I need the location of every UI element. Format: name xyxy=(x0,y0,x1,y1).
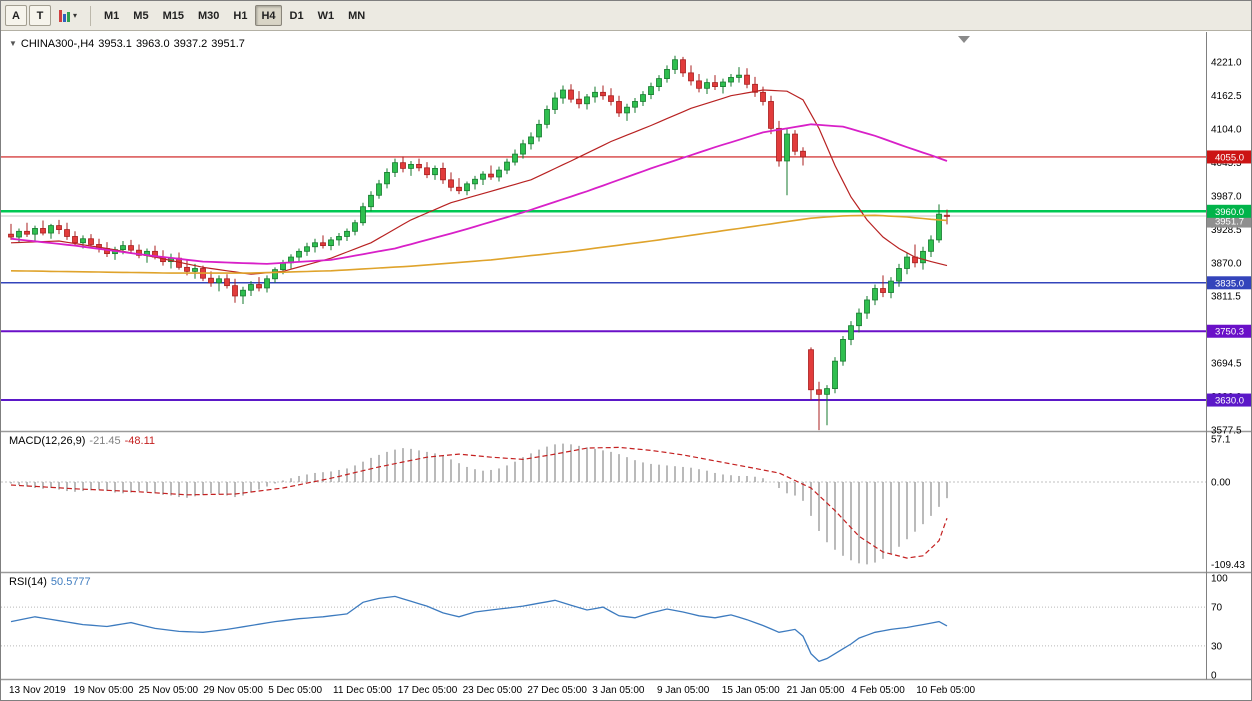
ma-magenta-line xyxy=(10,123,948,265)
svg-text:4055.0: 4055.0 xyxy=(1215,152,1244,163)
timeframe-h1-button[interactable]: H1 xyxy=(227,5,253,26)
chart-style-icon xyxy=(59,9,70,22)
chart-style-button[interactable]: ▾ xyxy=(53,5,83,26)
svg-text:29 Nov 05:00: 29 Nov 05:00 xyxy=(203,685,263,696)
svg-text:11 Dec 05:00: 11 Dec 05:00 xyxy=(333,685,392,696)
svg-text:3928.5: 3928.5 xyxy=(1211,225,1242,236)
svg-text:3960.0: 3960.0 xyxy=(1215,207,1244,218)
svg-text:3811.5: 3811.5 xyxy=(1211,292,1241,303)
cursor-tool-button[interactable]: A xyxy=(5,5,27,26)
horizontal-level-lines xyxy=(1,156,1206,402)
svg-text:23 Dec 05:00: 23 Dec 05:00 xyxy=(463,685,523,696)
svg-text:10 Feb 05:00: 10 Feb 05:00 xyxy=(916,685,975,696)
svg-text:3 Jan 05:00: 3 Jan 05:00 xyxy=(592,685,645,696)
svg-text:3750.3: 3750.3 xyxy=(1215,327,1244,338)
svg-text:3577.5: 3577.5 xyxy=(1211,426,1242,437)
macd-signal-line xyxy=(10,446,948,559)
caret-down-icon: ▾ xyxy=(73,11,78,20)
rsi-panel: 100 70 30 0 xyxy=(1,574,1228,682)
svg-text:3870.0: 3870.0 xyxy=(1211,258,1242,269)
svg-text:0.00: 0.00 xyxy=(1211,478,1231,489)
candles-layer xyxy=(8,55,950,431)
svg-text:27 Dec 05:00: 27 Dec 05:00 xyxy=(527,685,587,696)
svg-text:15 Jan 05:00: 15 Jan 05:00 xyxy=(722,685,780,696)
timeframe-mn-button[interactable]: MN xyxy=(342,5,371,26)
svg-text:3987.0: 3987.0 xyxy=(1211,191,1242,202)
macd-panel: 57.1 0.00 -109.43 xyxy=(1,435,1245,571)
svg-text:100: 100 xyxy=(1211,574,1228,585)
svg-text:0: 0 xyxy=(1211,671,1217,682)
svg-text:9 Jan 05:00: 9 Jan 05:00 xyxy=(657,685,710,696)
timeframe-m5-button[interactable]: M5 xyxy=(127,5,154,26)
timeframe-m1-button[interactable]: M1 xyxy=(98,5,125,26)
svg-text:3694.5: 3694.5 xyxy=(1211,359,1242,370)
svg-text:4221.0: 4221.0 xyxy=(1211,58,1242,69)
svg-text:25 Nov 05:00: 25 Nov 05:00 xyxy=(139,685,199,696)
timeframe-d1-button[interactable]: D1 xyxy=(284,5,310,26)
toolbar: A T ▾ M1 M5 M15 M30 H1 H4 D1 W1 MN xyxy=(1,1,1251,31)
svg-text:5 Dec 05:00: 5 Dec 05:00 xyxy=(268,685,322,696)
ma-orange-line xyxy=(10,214,948,274)
svg-text:3630.0: 3630.0 xyxy=(1215,396,1244,407)
svg-text:57.1: 57.1 xyxy=(1211,435,1231,446)
timeframe-w1-button[interactable]: W1 xyxy=(312,5,341,26)
price-axis[interactable]: 4221.04162.54104.04045.53987.03928.53870… xyxy=(1207,58,1252,437)
svg-text:30: 30 xyxy=(1211,641,1223,652)
svg-text:4 Feb 05:00: 4 Feb 05:00 xyxy=(851,685,905,696)
time-axis[interactable]: 13 Nov 2019 19 Nov 05:00 25 Nov 05:00 29 No… xyxy=(9,685,976,696)
svg-text:19 Nov 05:00: 19 Nov 05:00 xyxy=(74,685,134,696)
svg-text:-109.43: -109.43 xyxy=(1211,560,1245,571)
timeframe-m15-button[interactable]: M15 xyxy=(157,5,190,26)
svg-text:13 Nov 2019: 13 Nov 2019 xyxy=(9,685,66,696)
text-tool-button[interactable]: T xyxy=(29,5,51,26)
svg-text:70: 70 xyxy=(1211,603,1223,614)
toolbar-separator xyxy=(90,5,92,26)
svg-text:3835.0: 3835.0 xyxy=(1215,278,1244,289)
svg-text:4162.5: 4162.5 xyxy=(1211,91,1242,102)
timeframe-h4-button[interactable]: H4 xyxy=(255,5,282,26)
svg-text:21 Jan 05:00: 21 Jan 05:00 xyxy=(787,685,845,696)
chart-canvas[interactable]: 4221.04162.54104.04045.53987.03928.53870… xyxy=(1,32,1252,701)
rsi-line xyxy=(10,595,948,663)
timeframe-m30-button[interactable]: M30 xyxy=(192,5,225,26)
ma-red-line xyxy=(10,89,948,275)
svg-text:17 Dec 05:00: 17 Dec 05:00 xyxy=(398,685,458,696)
chart-svg[interactable]: 4221.04162.54104.04045.53987.03928.53870… xyxy=(1,32,1252,701)
svg-text:3951.7: 3951.7 xyxy=(1215,217,1244,228)
shift-marker[interactable] xyxy=(958,36,970,43)
svg-text:4104.0: 4104.0 xyxy=(1211,124,1242,135)
